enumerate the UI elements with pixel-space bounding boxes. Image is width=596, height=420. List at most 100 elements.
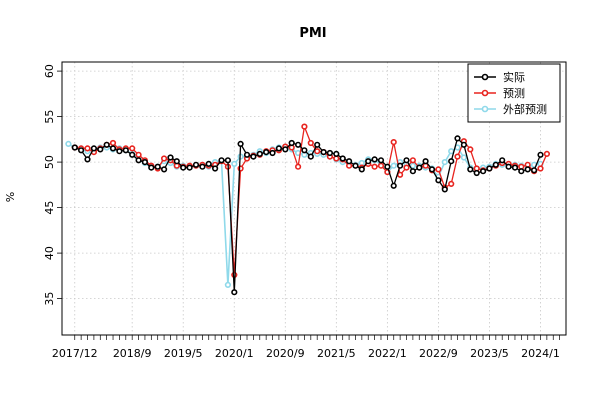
data-point	[377, 157, 385, 164]
data-point	[371, 163, 378, 170]
data-point	[109, 139, 117, 147]
data-point	[212, 165, 219, 172]
data-point	[186, 164, 193, 171]
data-point	[122, 147, 129, 154]
data-point	[307, 153, 314, 160]
x-tick-label: 2022/9	[419, 347, 458, 360]
data-point	[180, 164, 187, 171]
data-point	[333, 150, 340, 157]
data-point	[154, 163, 161, 170]
data-point	[77, 147, 85, 154]
data-point	[492, 161, 499, 168]
data-point	[109, 145, 117, 152]
data-point	[371, 156, 378, 163]
data-point	[173, 158, 180, 165]
data-point	[377, 162, 385, 169]
y-tick-label: 45	[43, 201, 56, 215]
data-point	[499, 157, 506, 164]
data-point	[199, 163, 206, 170]
data-point	[224, 157, 231, 164]
data-point	[530, 167, 538, 174]
data-point	[454, 135, 461, 142]
plot-frame	[61, 61, 567, 336]
data-point	[84, 145, 91, 152]
data-point	[237, 140, 244, 147]
series-line	[74, 124, 548, 275]
data-point	[84, 156, 91, 163]
data-point	[352, 162, 359, 169]
x-tick-label: 2017/12	[52, 347, 98, 360]
data-point	[518, 168, 525, 175]
y-tick-label: 35	[43, 292, 56, 306]
data-point	[384, 163, 391, 170]
data-point	[403, 157, 410, 164]
data-point	[129, 151, 136, 158]
y-tick-label: 60	[43, 64, 56, 78]
data-point	[148, 164, 155, 171]
data-point	[409, 157, 417, 164]
data-point	[71, 144, 78, 151]
data-point	[116, 148, 123, 155]
data-point	[263, 149, 270, 156]
data-point	[320, 149, 327, 156]
data-point	[403, 164, 410, 171]
legend-label: 预测	[503, 87, 525, 100]
data-point	[339, 155, 346, 162]
data-point	[511, 164, 519, 171]
data-point	[97, 146, 104, 153]
data-point	[486, 165, 493, 172]
data-point	[397, 162, 404, 169]
data-point	[505, 163, 512, 170]
data-point	[307, 139, 314, 147]
data-point	[301, 123, 308, 130]
data-point	[416, 164, 423, 171]
data-point	[256, 150, 263, 157]
x-tick-label: 2019/5	[164, 347, 203, 360]
data-point	[409, 168, 417, 175]
y-tick-label: 40	[43, 246, 56, 260]
data-point	[288, 139, 295, 147]
data-point	[390, 162, 397, 169]
data-point	[90, 145, 97, 152]
y-axis-label: %	[4, 192, 17, 202]
data-point	[537, 151, 544, 158]
data-point	[448, 148, 455, 155]
x-tick-label: 2022/1	[368, 347, 407, 360]
data-point	[441, 186, 448, 193]
y-tick-label: 55	[43, 110, 56, 124]
data-point	[390, 182, 397, 189]
data-point	[231, 289, 238, 296]
data-point	[103, 141, 110, 148]
data-point	[205, 160, 212, 167]
data-point	[428, 166, 436, 173]
series-actual	[71, 135, 544, 296]
data-point	[467, 166, 474, 173]
data-point	[390, 139, 397, 146]
legend-label: 实际	[503, 70, 525, 84]
data-point	[231, 271, 238, 279]
x-tick-label: 2020/1	[215, 347, 254, 360]
data-point	[275, 145, 283, 152]
data-point	[135, 157, 142, 164]
data-point	[524, 166, 531, 173]
data-point	[282, 146, 289, 153]
data-point	[167, 154, 174, 161]
series-forecast	[71, 123, 551, 279]
data-point	[65, 140, 72, 147]
data-point	[435, 166, 442, 173]
grid-layer	[62, 62, 566, 335]
x-tick-label: 2020/9	[266, 347, 305, 360]
data-point	[141, 159, 148, 166]
data-point	[346, 158, 353, 165]
data-point	[435, 177, 442, 184]
data-point	[135, 151, 142, 158]
data-point	[441, 159, 448, 166]
data-point	[460, 141, 468, 148]
data-point	[243, 151, 251, 158]
data-point	[365, 158, 372, 165]
x-tick-label: 2024/1	[521, 347, 560, 360]
data-point	[480, 168, 487, 175]
